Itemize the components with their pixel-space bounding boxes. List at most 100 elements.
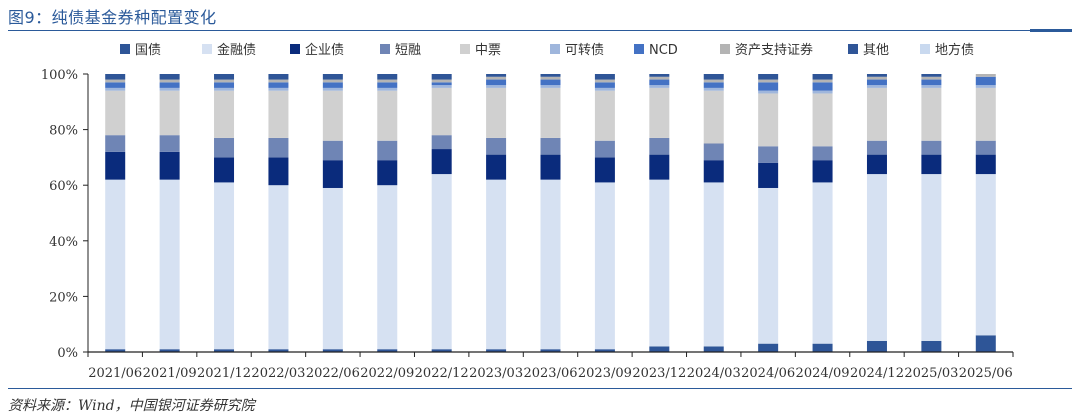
bar-segment bbox=[703, 90, 724, 144]
bar-segment bbox=[649, 79, 670, 86]
bar-segment bbox=[975, 335, 996, 352]
legend-label: 企业债 bbox=[305, 42, 344, 58]
bar-segment bbox=[322, 349, 343, 352]
bar-segment bbox=[866, 174, 887, 341]
bar-segment bbox=[921, 154, 942, 175]
bar-segment bbox=[594, 79, 615, 83]
bar-segment bbox=[268, 349, 289, 352]
x-tick-label: 2021/12 bbox=[197, 366, 251, 381]
bar-segment bbox=[214, 157, 235, 183]
legend-label: 中票 bbox=[475, 43, 501, 58]
bar-segment bbox=[758, 90, 779, 94]
bar-segment bbox=[649, 346, 670, 352]
bar-segment bbox=[105, 79, 126, 83]
bar-segment bbox=[866, 140, 887, 155]
bar-segment bbox=[159, 90, 180, 136]
legend-swatch bbox=[202, 44, 212, 54]
bar-segment bbox=[703, 143, 724, 161]
x-tick-label: 2023/09 bbox=[578, 366, 632, 381]
bar-segment bbox=[268, 82, 289, 88]
bar-segment bbox=[105, 151, 126, 180]
legend-label: 国债 bbox=[135, 43, 161, 58]
bar-segment bbox=[486, 79, 507, 86]
bar-segment bbox=[758, 162, 779, 188]
bar-segment bbox=[921, 85, 942, 88]
bar-segment bbox=[214, 137, 235, 158]
bar-segment bbox=[105, 87, 126, 91]
bar-segment bbox=[812, 146, 833, 161]
bar-segment bbox=[431, 349, 452, 352]
bar-segment bbox=[921, 76, 942, 80]
bar-segment bbox=[758, 74, 779, 80]
bar-segment bbox=[812, 79, 833, 83]
bar-segment bbox=[812, 90, 833, 94]
bar-segment bbox=[431, 85, 452, 88]
bar-segment bbox=[486, 349, 507, 352]
title-rule-accent bbox=[1030, 29, 1072, 32]
footer-rule bbox=[8, 388, 1072, 389]
bar-segment bbox=[214, 82, 235, 88]
bar-segment bbox=[159, 151, 180, 180]
bar-segment bbox=[486, 87, 507, 138]
y-tick-label: 80% bbox=[49, 124, 78, 139]
bar-segment bbox=[594, 349, 615, 352]
bar-segment bbox=[703, 182, 724, 347]
bar-segment bbox=[268, 137, 289, 158]
bar-segment bbox=[866, 154, 887, 175]
legend-label: 其他 bbox=[863, 43, 889, 58]
bar-segment bbox=[594, 157, 615, 183]
bar-segment bbox=[975, 74, 996, 77]
bar-segment bbox=[322, 90, 343, 141]
bar-segment bbox=[703, 87, 724, 91]
bar-segment bbox=[159, 349, 180, 352]
bar-segment bbox=[431, 135, 452, 150]
bar-segment bbox=[214, 349, 235, 352]
source-note: 资料来源：Wind，中国银河证券研究院 bbox=[8, 398, 255, 414]
bar-segment bbox=[921, 140, 942, 155]
legend-swatch bbox=[380, 44, 390, 54]
bar-segment bbox=[268, 79, 289, 83]
bar-segment bbox=[159, 74, 180, 80]
bar-segment bbox=[159, 179, 180, 350]
bar-segment bbox=[812, 82, 833, 91]
bar-segment bbox=[431, 74, 452, 80]
bar-segment bbox=[486, 85, 507, 88]
bar-segment bbox=[975, 154, 996, 175]
y-tick-label: 40% bbox=[49, 235, 78, 250]
legend-swatch bbox=[120, 44, 130, 54]
bar-segment bbox=[377, 140, 398, 161]
bar-segment bbox=[431, 149, 452, 175]
bar-segment bbox=[975, 76, 996, 86]
bar-segment bbox=[214, 79, 235, 83]
bar-segment bbox=[159, 135, 180, 152]
chart-title: 图9：纯债基金券种配置变化 bbox=[8, 8, 217, 27]
bar-segment bbox=[431, 174, 452, 350]
bar-segment bbox=[268, 157, 289, 186]
legend-swatch bbox=[460, 44, 470, 54]
bar-segment bbox=[105, 179, 126, 350]
bar-segment bbox=[105, 90, 126, 136]
x-tick-label: 2024/12 bbox=[850, 366, 904, 381]
x-tick-label: 2021/09 bbox=[143, 366, 197, 381]
chart-axes: 2021/06 2021/09 2021/12 2022/03 2022/06 2022/… bbox=[41, 68, 1014, 381]
bar-segment bbox=[540, 85, 561, 88]
bar-segment bbox=[322, 82, 343, 88]
bar-segment bbox=[703, 160, 724, 183]
bar-segment bbox=[758, 343, 779, 352]
bar-segment bbox=[758, 187, 779, 344]
chart-legend: 国债 金融债 企业债 短融 中票 可转债 NCD 资产支持证券 其他 地方债 bbox=[120, 42, 974, 58]
x-tick-label: 2023/06 bbox=[523, 366, 577, 381]
bar-segment bbox=[214, 182, 235, 350]
bar-segment bbox=[758, 146, 779, 163]
bar-segment bbox=[866, 76, 887, 80]
bar-segment bbox=[540, 87, 561, 138]
bar-segment bbox=[758, 82, 779, 91]
bar-segment bbox=[105, 74, 126, 80]
bar-segment bbox=[594, 140, 615, 158]
bar-segment bbox=[322, 74, 343, 80]
bar-segment bbox=[975, 174, 996, 336]
y-tick-label: 20% bbox=[49, 290, 78, 305]
legend-label: 金融债 bbox=[217, 42, 256, 58]
bar-segment bbox=[703, 346, 724, 352]
bar-segment bbox=[322, 187, 343, 350]
